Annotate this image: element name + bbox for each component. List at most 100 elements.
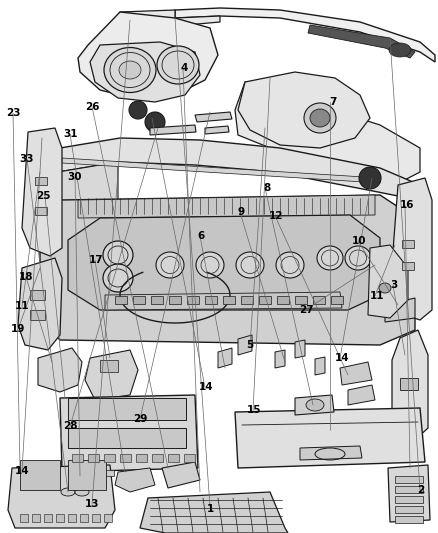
Polygon shape: [388, 465, 430, 522]
Ellipse shape: [345, 246, 371, 270]
Polygon shape: [140, 492, 288, 533]
Bar: [85, 470, 97, 476]
Polygon shape: [60, 395, 198, 472]
Bar: [35, 177, 47, 185]
Text: 13: 13: [85, 499, 99, 509]
Text: 11: 11: [369, 291, 384, 301]
Polygon shape: [340, 362, 372, 385]
Polygon shape: [68, 215, 380, 310]
Bar: [400, 378, 418, 390]
Bar: [395, 506, 423, 513]
Text: 8: 8: [264, 183, 271, 192]
Bar: [184, 454, 195, 462]
Bar: [133, 296, 145, 304]
Bar: [168, 454, 179, 462]
Text: 6: 6: [198, 231, 205, 241]
Bar: [68, 470, 80, 476]
Polygon shape: [115, 468, 155, 492]
Polygon shape: [385, 298, 415, 322]
Polygon shape: [275, 350, 285, 368]
Polygon shape: [390, 178, 432, 320]
Polygon shape: [300, 446, 362, 460]
Bar: [241, 296, 253, 304]
Polygon shape: [195, 112, 232, 122]
Text: 19: 19: [11, 325, 25, 334]
Ellipse shape: [304, 103, 336, 133]
Polygon shape: [150, 125, 196, 135]
Bar: [169, 296, 181, 304]
Text: 15: 15: [247, 406, 261, 415]
Ellipse shape: [61, 488, 75, 496]
Text: 12: 12: [268, 211, 283, 221]
Text: 25: 25: [36, 191, 51, 201]
Ellipse shape: [119, 61, 141, 79]
Text: 30: 30: [67, 172, 82, 182]
Polygon shape: [205, 126, 229, 134]
Polygon shape: [235, 408, 425, 468]
Ellipse shape: [196, 252, 224, 278]
Polygon shape: [175, 8, 435, 62]
Bar: [402, 240, 414, 248]
Text: 31: 31: [63, 130, 78, 139]
Bar: [120, 454, 131, 462]
Bar: [395, 486, 423, 493]
Bar: [395, 496, 423, 503]
Polygon shape: [238, 335, 252, 355]
Text: 11: 11: [14, 302, 29, 311]
Polygon shape: [238, 72, 370, 148]
Ellipse shape: [156, 252, 184, 278]
Text: 17: 17: [89, 255, 104, 265]
Polygon shape: [392, 330, 428, 440]
Text: 7: 7: [329, 98, 336, 107]
Text: 14: 14: [198, 383, 213, 392]
Polygon shape: [295, 395, 334, 415]
Text: 9: 9: [237, 207, 244, 217]
Polygon shape: [308, 25, 415, 58]
Polygon shape: [8, 465, 115, 528]
Bar: [92, 514, 100, 522]
Text: 16: 16: [400, 200, 415, 210]
Polygon shape: [162, 462, 200, 488]
Bar: [104, 514, 112, 522]
Bar: [151, 296, 163, 304]
Bar: [115, 296, 127, 304]
Polygon shape: [78, 195, 375, 218]
Bar: [102, 470, 114, 476]
Bar: [56, 514, 64, 522]
Bar: [68, 514, 76, 522]
Ellipse shape: [157, 46, 199, 84]
Polygon shape: [78, 12, 218, 100]
Bar: [35, 207, 47, 215]
Ellipse shape: [306, 399, 324, 411]
Text: 27: 27: [299, 305, 314, 315]
Ellipse shape: [379, 283, 391, 293]
Bar: [277, 296, 289, 304]
Bar: [80, 514, 88, 522]
Polygon shape: [368, 245, 408, 318]
Polygon shape: [58, 162, 118, 248]
Ellipse shape: [129, 101, 147, 119]
Bar: [44, 514, 52, 522]
Bar: [30, 310, 45, 320]
Ellipse shape: [145, 112, 165, 132]
Text: 29: 29: [133, 414, 147, 424]
Polygon shape: [295, 340, 305, 358]
Polygon shape: [22, 128, 62, 256]
Polygon shape: [18, 258, 62, 350]
Bar: [68, 460, 106, 490]
Ellipse shape: [104, 47, 156, 93]
Polygon shape: [62, 158, 380, 183]
Text: 26: 26: [85, 102, 99, 111]
Text: 28: 28: [63, 422, 78, 431]
Ellipse shape: [103, 264, 133, 292]
Ellipse shape: [75, 488, 89, 496]
Bar: [136, 454, 147, 462]
Text: 23: 23: [6, 108, 21, 118]
Bar: [187, 296, 199, 304]
Bar: [32, 514, 40, 522]
Polygon shape: [105, 292, 342, 310]
Text: 14: 14: [14, 466, 29, 475]
Polygon shape: [235, 82, 420, 185]
Polygon shape: [118, 10, 220, 28]
Bar: [152, 454, 163, 462]
